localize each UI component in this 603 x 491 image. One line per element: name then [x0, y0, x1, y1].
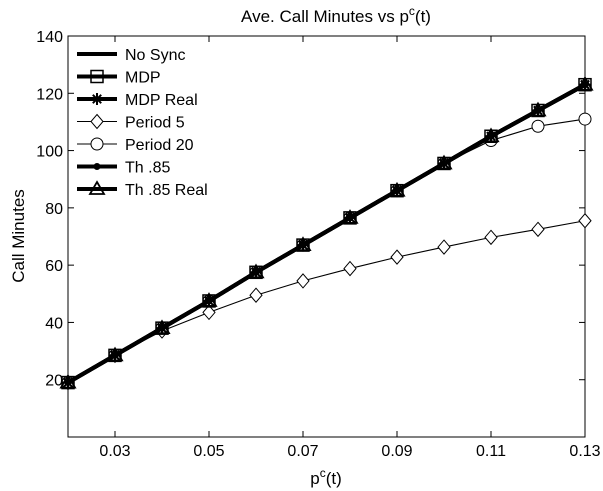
- series-6-point-8: [435, 154, 453, 170]
- x-tick-label-3: 0.09: [381, 443, 412, 460]
- legend-marker-2-stroke-3: [92, 94, 102, 104]
- y-tick-label-4: 100: [36, 144, 63, 161]
- x-tick-label-2: 0.07: [287, 443, 318, 460]
- y-tick-label-5: 120: [36, 86, 63, 103]
- series-3-point-4: [249, 287, 263, 303]
- legend-marker-5: [93, 163, 101, 170]
- series-6-point-5: [294, 236, 312, 251]
- legend-label-5: Th .85: [125, 160, 170, 177]
- series-6-point-1: [106, 346, 124, 362]
- legend-marker-3: [90, 113, 104, 130]
- series-3-point-3: [202, 304, 216, 321]
- y-tick-label-6: 140: [36, 29, 63, 46]
- y-tick-label-1: 40: [45, 315, 63, 332]
- series-line-3: [67, 220, 586, 384]
- series-3-point-7: [390, 249, 404, 265]
- series-3-point-6: [343, 260, 357, 277]
- series-6-point-4: [247, 263, 265, 279]
- series-6-point-11: [576, 75, 594, 91]
- x-axis-label-sup: c: [320, 466, 326, 480]
- x-axis-label: pc(t): [310, 466, 342, 488]
- x-tick-label-0: 0.03: [99, 443, 130, 460]
- series-markers-6: [59, 75, 594, 389]
- series-6-point-0: [59, 373, 77, 389]
- y-axis-label: Call Minutes: [9, 189, 28, 283]
- legend-label-4: Period 20: [125, 137, 194, 154]
- series-6-point-10: [529, 101, 547, 117]
- series-3-point-10: [531, 221, 545, 238]
- legend-label-2: MDP Real: [125, 92, 198, 109]
- series-markers-3: [61, 212, 592, 391]
- chart-title: Ave. Call Minutes vs pc(t): [241, 4, 431, 26]
- series-line-6: [66, 82, 586, 385]
- legend-marker-1: [90, 69, 104, 84]
- x-tick-label-4: 0.11: [476, 443, 506, 460]
- x-tick-label-1: 0.05: [193, 443, 224, 460]
- series-6-point-6: [341, 209, 359, 224]
- y-tick-label-2: 60: [45, 258, 63, 275]
- series-3-point-8: [437, 239, 451, 255]
- series-3-point-5: [296, 273, 310, 289]
- legend-label-0: No Sync: [125, 47, 185, 64]
- legend: No Sync MDP MDP Real Period 5 Period 20 Th .8…: [77, 47, 208, 199]
- legend-label-6: Th .85 Real: [125, 182, 208, 199]
- x-tick-label-5: 0.13: [569, 443, 600, 460]
- series-6-point-2: [153, 319, 171, 335]
- series-6-point-7: [388, 181, 406, 197]
- series-4-point-11: [578, 112, 592, 126]
- x-axis-label-tail: (t): [326, 469, 342, 488]
- series-markers-4: [61, 112, 592, 390]
- series-6-point-9: [482, 127, 500, 143]
- chart-title-tail: (t): [415, 7, 431, 26]
- plot-area: 0.03 0.05 0.07 0.09 0.11 0.13 20 40 60 80 100 120 14…: [36, 29, 600, 460]
- axes-box: [67, 35, 586, 438]
- series-3-point-11: [578, 212, 592, 229]
- legend-marker-2: [91, 93, 103, 105]
- legend-marker-4: [90, 137, 104, 151]
- series-4-point-10: [531, 119, 545, 133]
- legend-label-1: MDP: [125, 70, 161, 87]
- y-tick-label-3: 80: [45, 201, 63, 218]
- legend-label-3: Period 5: [125, 115, 185, 132]
- chart-title-sup: c: [409, 4, 415, 18]
- series-3-point-9: [484, 229, 498, 246]
- y-tick-label-0: 20: [45, 373, 63, 390]
- legend-marker-6: [88, 180, 106, 195]
- series-6-point-3: [200, 292, 218, 307]
